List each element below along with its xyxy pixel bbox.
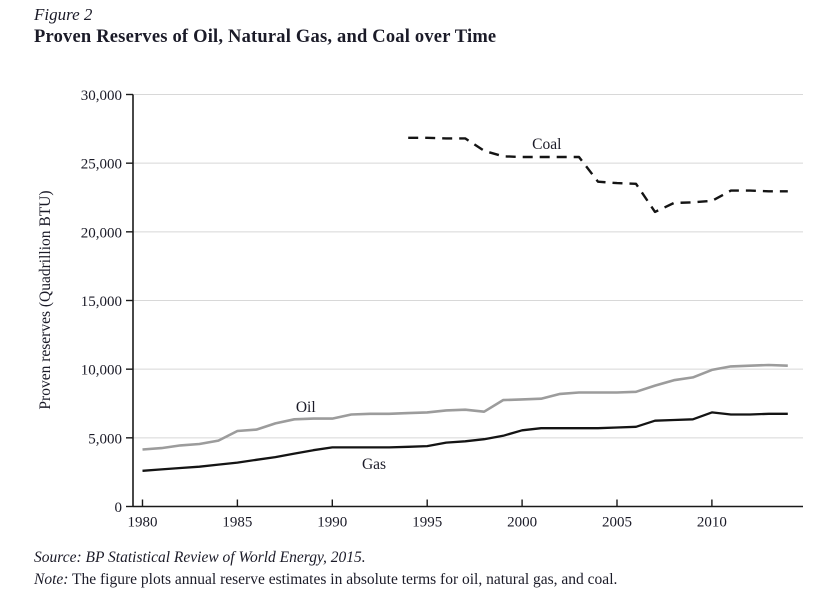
x-tick-label: 1995 (412, 515, 442, 531)
oil-line (142, 363, 788, 451)
oil-series-label: Oil (296, 399, 316, 416)
note-text: The figure plots annual reserve estimate… (68, 571, 618, 588)
x-tick-label: 2005 (602, 515, 632, 531)
y-axis-label: Proven reserves (Quadrillion BTU) (37, 190, 54, 410)
y-tick-label: 25,000 (81, 157, 122, 173)
y-tick-label: 5,000 (88, 431, 122, 447)
y-tick-label: 20,000 (81, 225, 122, 241)
figure-number: Figure 2 (34, 5, 93, 24)
coal-series-label: Coal (532, 136, 561, 153)
y-tick-label: 0 (115, 500, 123, 516)
x-tick-label: 1980 (127, 515, 157, 531)
x-tick-label: 2010 (697, 515, 727, 531)
y-tick-label: 30,000 (81, 88, 122, 104)
note-label: Note: (34, 571, 69, 588)
x-tick-label: 1985 (222, 515, 252, 531)
y-tick-label: 10,000 (81, 363, 122, 379)
x-tick-label: 1990 (317, 515, 347, 531)
note-line: Note: The figure plots annual reserve es… (34, 571, 617, 589)
x-tick-label: 2000 (507, 515, 537, 531)
coal-line (408, 136, 788, 214)
gas-line (142, 411, 788, 472)
gas-series-label: Gas (362, 456, 386, 473)
source-line: Source: BP Statistical Review of World E… (34, 549, 366, 566)
figure-title: Proven Reserves of Oil, Natural Gas, and… (34, 27, 497, 47)
y-tick-label: 15,000 (81, 294, 122, 310)
